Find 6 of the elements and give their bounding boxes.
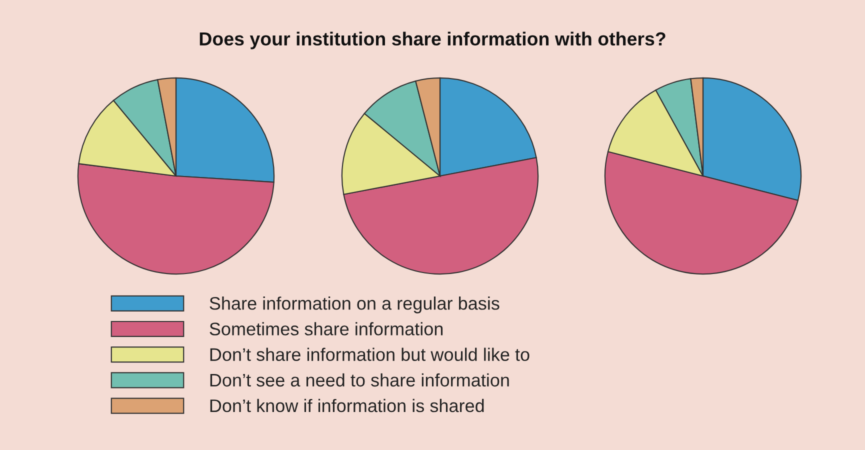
chart-title: Does your institution share information with others?: [200, 32, 666, 50]
legend-label: Share information on a regular basis: [210, 296, 500, 314]
legend-label: Don’t share information but would like to: [210, 348, 530, 361]
legend-label: Don’t know if information is shared: [210, 398, 484, 412]
legend-label: Don’t see a need to share information: [210, 373, 509, 387]
legend-label: Sometimes share information: [210, 322, 443, 336]
